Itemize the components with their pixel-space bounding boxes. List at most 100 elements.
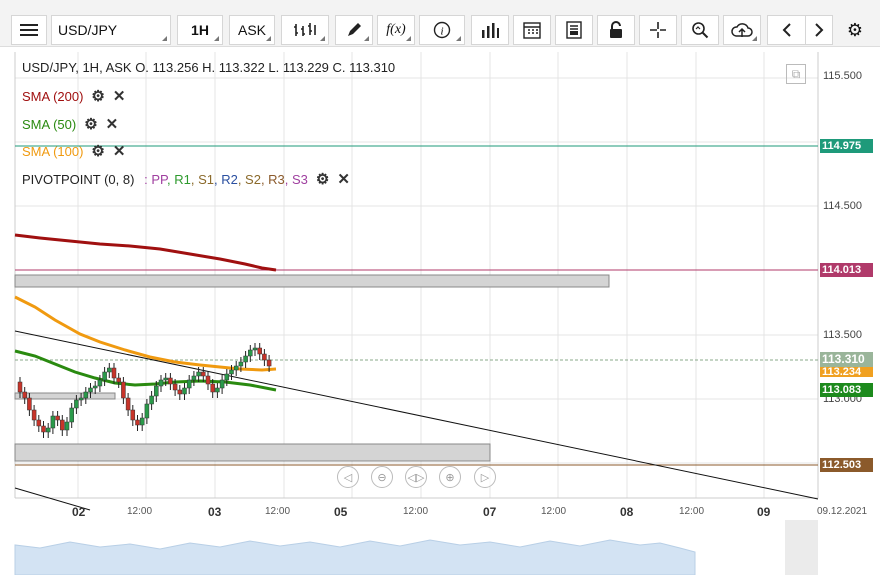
- volume-button[interactable]: [471, 15, 509, 45]
- zoom-button[interactable]: [681, 15, 719, 45]
- cloud-button[interactable]: [723, 15, 761, 45]
- menu-icon: [20, 24, 38, 36]
- toolbar: USD/JPY 1H ASK f(x) i: [0, 0, 880, 47]
- sma50-remove-icon[interactable]: ✕: [105, 116, 119, 133]
- time-tick: 02: [72, 505, 86, 519]
- time-tick: 07: [483, 505, 497, 519]
- nav-scroll-left-button[interactable]: ◁: [337, 466, 359, 488]
- price-type-selector[interactable]: ASK: [229, 15, 275, 45]
- dropdown-corner-icon: [214, 36, 219, 41]
- sma200-settings-icon[interactable]: ⚙: [91, 88, 105, 105]
- pivot-label-s2: , S2: [237, 172, 261, 187]
- sma50-value-label: 113.083: [820, 383, 873, 397]
- calendar-button[interactable]: [513, 15, 551, 45]
- volume-bars-icon: [482, 23, 499, 38]
- chart-type-button[interactable]: [281, 15, 329, 45]
- lock-icon: [610, 21, 622, 38]
- sma-50-line[interactable]: [14, 349, 277, 392]
- time-tick: 12:00: [541, 506, 567, 517]
- settings-button[interactable]: ⚙: [839, 15, 871, 45]
- info-button[interactable]: i: [419, 15, 465, 45]
- pivot-label-pp: PP: [151, 172, 167, 187]
- draw-button[interactable]: [335, 15, 373, 45]
- resistance-zone[interactable]: [14, 274, 610, 288]
- triangle-right-icon: ▷: [480, 471, 490, 484]
- pivot-remove-icon[interactable]: ✕: [337, 171, 350, 188]
- time-tick: 12:00: [265, 506, 291, 517]
- pivot-settings-icon[interactable]: ⚙: [315, 171, 330, 188]
- time-tick: 05: [334, 505, 348, 519]
- crosshair-icon: [650, 22, 666, 38]
- crosshair-button[interactable]: [639, 15, 677, 45]
- sma50-label: SMA (50): [22, 117, 77, 132]
- dropdown-corner-icon: [364, 36, 369, 41]
- timeframe-label: 1H: [191, 22, 209, 38]
- pivot-label-r2: , R2: [213, 172, 238, 187]
- sma200-remove-icon[interactable]: ✕: [112, 88, 126, 105]
- legend-sma200: SMA (200) ⚙ ✕: [22, 87, 125, 105]
- report-button[interactable]: [555, 15, 593, 45]
- sma100-label: SMA (100): [22, 144, 84, 159]
- dropdown-corner-icon: [266, 36, 271, 41]
- nav-reset-button[interactable]: ◁▷: [405, 466, 427, 488]
- price-tick: 113.500: [823, 329, 862, 341]
- time-tick: 12:00: [679, 506, 705, 517]
- support-zone[interactable]: [14, 443, 491, 462]
- price-chart[interactable]: [0, 46, 880, 575]
- symbol-label: USD/JPY: [58, 22, 118, 38]
- sma100-value-label: 113.234: [820, 367, 873, 377]
- scroll-left-button[interactable]: [767, 15, 805, 45]
- small-zone[interactable]: [14, 392, 116, 400]
- level-label-114013: 114.013: [820, 263, 873, 277]
- sma50-settings-icon[interactable]: ⚙: [84, 116, 98, 133]
- sma-100-line[interactable]: [14, 295, 277, 372]
- indicators-button[interactable]: f(x): [377, 15, 415, 45]
- pivot-label: PIVOTPOINT (0, 8): [22, 172, 135, 187]
- pivot-label-r1: , R1: [167, 172, 191, 187]
- chevron-right-icon: [815, 23, 824, 37]
- sma-200-line[interactable]: [14, 233, 277, 272]
- menu-button[interactable]: [11, 15, 47, 45]
- pivot-label-r3: , R3: [260, 172, 285, 187]
- dropdown-corner-icon: [406, 36, 411, 41]
- time-tick: 12:00: [403, 506, 429, 517]
- scroll-right-button[interactable]: [805, 15, 833, 45]
- reset-icon: ◁▷: [407, 471, 425, 484]
- function-icon: f(x): [386, 22, 406, 37]
- time-tick: 12:00: [127, 506, 153, 517]
- price-tick: 115.500: [823, 70, 862, 82]
- timeframe-selector[interactable]: 1H: [177, 15, 223, 45]
- report-icon: [566, 21, 582, 39]
- calendar-icon: [523, 22, 541, 39]
- nav-scroll-right-button[interactable]: ▷: [474, 466, 496, 488]
- pivot-label-s3: , S3: [284, 172, 308, 187]
- sma200-label: SMA (200): [22, 89, 84, 104]
- gear-icon: ⚙: [846, 19, 864, 40]
- draw-pencil-icon: [348, 23, 361, 36]
- level-label-114975: 114.975: [820, 139, 873, 153]
- price-tick: 114.500: [823, 200, 862, 212]
- legend-sma50: SMA (50) ⚙ ✕: [22, 115, 118, 133]
- trend-line-upper[interactable]: [14, 330, 819, 500]
- nav-zoom-out-button[interactable]: ⊖: [371, 466, 393, 488]
- sma100-settings-icon[interactable]: ⚙: [91, 143, 105, 160]
- lock-button[interactable]: [597, 15, 635, 45]
- current-price-label: 113.310: [820, 352, 873, 367]
- pivot-level-labels: PP, R1, S1, R2, S2, R3, S3: [151, 172, 308, 187]
- ohlc-readout: USD/JPY, 1H, ASK O. 113.256 H. 113.322 L…: [22, 60, 396, 75]
- chevron-left-icon: [782, 23, 791, 37]
- trend-line-lower[interactable]: [14, 487, 91, 511]
- zoom-out-icon: ⊖: [377, 471, 387, 484]
- info-icon: i: [433, 21, 451, 39]
- popout-icon[interactable]: ⧉: [786, 64, 806, 84]
- pivot-label-s1: , S1: [190, 172, 214, 187]
- nav-zoom-in-button[interactable]: ⊕: [439, 466, 461, 488]
- svg-text:i: i: [440, 26, 443, 38]
- level-label-112503: 112.503: [820, 458, 873, 472]
- legend-sma100: SMA (100) ⚙ ✕: [22, 142, 125, 160]
- symbol-selector[interactable]: USD/JPY: [51, 15, 171, 45]
- sma100-remove-icon[interactable]: ✕: [112, 143, 126, 160]
- candles: [17, 343, 272, 438]
- pivot-sep: :: [144, 172, 148, 187]
- time-tick: 03: [208, 505, 222, 519]
